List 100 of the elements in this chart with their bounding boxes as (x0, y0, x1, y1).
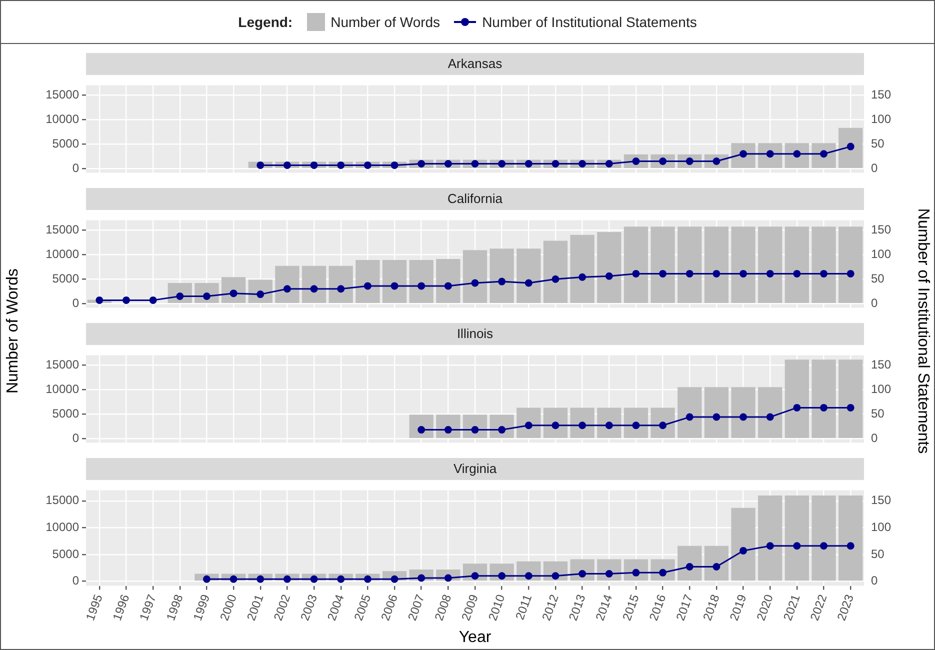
bar (731, 226, 756, 304)
point (524, 572, 532, 580)
point (418, 282, 426, 290)
point (283, 285, 291, 293)
point (712, 270, 720, 278)
y-tick-label: 10000 (46, 382, 80, 396)
point (310, 161, 318, 169)
point (846, 542, 854, 550)
bar (382, 260, 407, 304)
x-tick-label: 2008 (432, 592, 454, 622)
bar (812, 226, 836, 304)
bar (409, 260, 434, 304)
y2-tick-label: 100 (871, 520, 892, 534)
bar (731, 387, 756, 438)
point (230, 575, 238, 583)
point (846, 142, 854, 150)
point (471, 279, 479, 287)
bar (838, 128, 863, 168)
x-tick-label: 2018 (700, 592, 722, 622)
y2-tick-label: 100 (871, 382, 892, 396)
bar (597, 408, 622, 438)
x-tick-label: 1998 (164, 592, 186, 622)
y-tick-label: 15000 (46, 87, 80, 102)
bar (838, 226, 863, 304)
y-tick-label: 15000 (46, 493, 80, 508)
point (390, 282, 398, 290)
legend-label: Number of Institutional Statements (482, 14, 697, 30)
point (712, 413, 720, 421)
y-tick-label: 0 (72, 574, 80, 588)
point (686, 413, 694, 421)
chart-title: Virginia (86, 458, 864, 480)
point (498, 278, 506, 286)
y2-tick-label: 50 (871, 546, 885, 561)
y-tick-label: 15000 (46, 357, 80, 372)
point (793, 270, 801, 278)
point (820, 542, 828, 550)
bar (462, 250, 488, 304)
y-tick-label: 10000 (46, 246, 80, 261)
point (740, 546, 748, 554)
point (202, 575, 210, 583)
point (149, 296, 157, 304)
bar (624, 408, 648, 438)
bar (436, 258, 460, 304)
bar (758, 496, 782, 581)
y2-tick-label: 100 (871, 112, 892, 126)
x-tick-label: 2003 (298, 592, 320, 622)
y-tick-label: 10000 (46, 520, 80, 534)
x-tick-label: 2006 (378, 592, 401, 622)
chart-title: California (86, 188, 864, 210)
y-tick-label: 5000 (52, 546, 80, 561)
x-tick-label: 2016 (646, 592, 669, 622)
bar (543, 408, 568, 438)
y-tick-label: 15000 (46, 222, 80, 236)
bar (624, 226, 648, 304)
point (364, 575, 372, 583)
point (659, 270, 667, 278)
bar (812, 360, 836, 438)
point (552, 275, 560, 283)
y-tick-label: 5000 (52, 136, 80, 150)
x-axis-title: Year (458, 628, 492, 646)
x-tick-label: 1995 (83, 592, 106, 622)
x-tick-label: 2015 (620, 592, 642, 622)
bar (838, 360, 863, 438)
bar (356, 260, 380, 304)
point (256, 161, 264, 169)
point (766, 542, 774, 550)
y2-tick-label: 0 (871, 574, 878, 588)
y2-tick-label: 0 (871, 296, 878, 310)
x-tick-label: 2020 (754, 592, 776, 622)
point (96, 296, 104, 304)
point (766, 413, 774, 421)
bar (490, 248, 514, 304)
y2-tick-label: 150 (871, 222, 892, 236)
y-tick-label: 10000 (46, 112, 80, 126)
bar (516, 408, 541, 438)
point (793, 542, 801, 550)
bar (812, 496, 836, 581)
point (820, 270, 828, 278)
chart-title: Illinois (86, 323, 864, 345)
bar (731, 508, 756, 581)
x-tick-label: 2005 (351, 592, 374, 622)
point (605, 272, 613, 280)
point (337, 575, 345, 583)
point (310, 285, 318, 293)
bar (784, 226, 810, 304)
x-tick-label: 2007 (405, 592, 428, 622)
bar (570, 408, 594, 438)
x-tick-label: 2001 (244, 592, 266, 622)
point (578, 273, 586, 281)
x-tick-label: 2009 (458, 592, 482, 622)
bar (275, 266, 300, 304)
y-tick-label: 0 (72, 430, 80, 445)
y2-tick-label: 50 (871, 136, 885, 150)
bar (704, 387, 729, 438)
bar (704, 546, 729, 581)
x-tick-label: 2021 (780, 592, 803, 622)
y2-tick-label: 0 (871, 160, 878, 175)
x-tick-label: 2017 (673, 592, 696, 622)
bar (758, 226, 782, 304)
bar (570, 234, 594, 304)
